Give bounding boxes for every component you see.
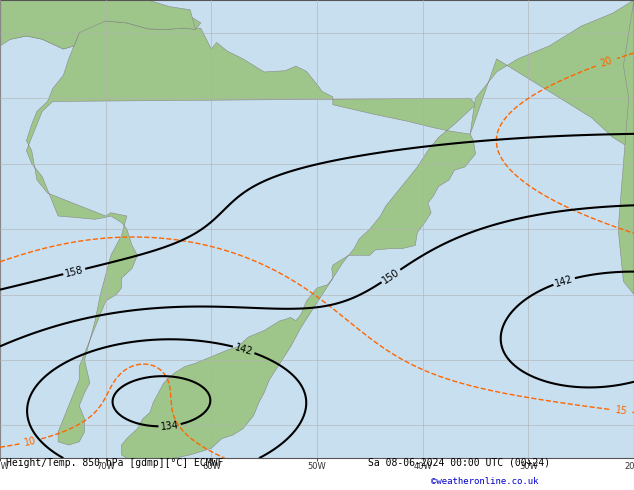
Text: 142: 142 [553, 273, 574, 289]
Text: 142: 142 [233, 342, 254, 357]
Text: 150: 150 [380, 267, 401, 285]
Text: ©weatheronline.co.uk: ©weatheronline.co.uk [431, 477, 539, 486]
Text: 158: 158 [64, 265, 84, 278]
Text: 15: 15 [614, 405, 628, 416]
Polygon shape [0, 10, 201, 49]
Polygon shape [618, 0, 634, 294]
Text: 20: 20 [599, 55, 614, 69]
Polygon shape [27, 20, 475, 464]
Polygon shape [0, 0, 195, 49]
Text: Sa 08-06-2024 00:00 UTC (00+24): Sa 08-06-2024 00:00 UTC (00+24) [368, 458, 550, 468]
Text: 10: 10 [23, 435, 37, 448]
Polygon shape [470, 0, 634, 150]
Text: 134: 134 [160, 420, 179, 432]
Text: Height/Temp. 850 hPa [gdmp][°C] ECMWF: Height/Temp. 850 hPa [gdmp][°C] ECMWF [6, 458, 224, 468]
